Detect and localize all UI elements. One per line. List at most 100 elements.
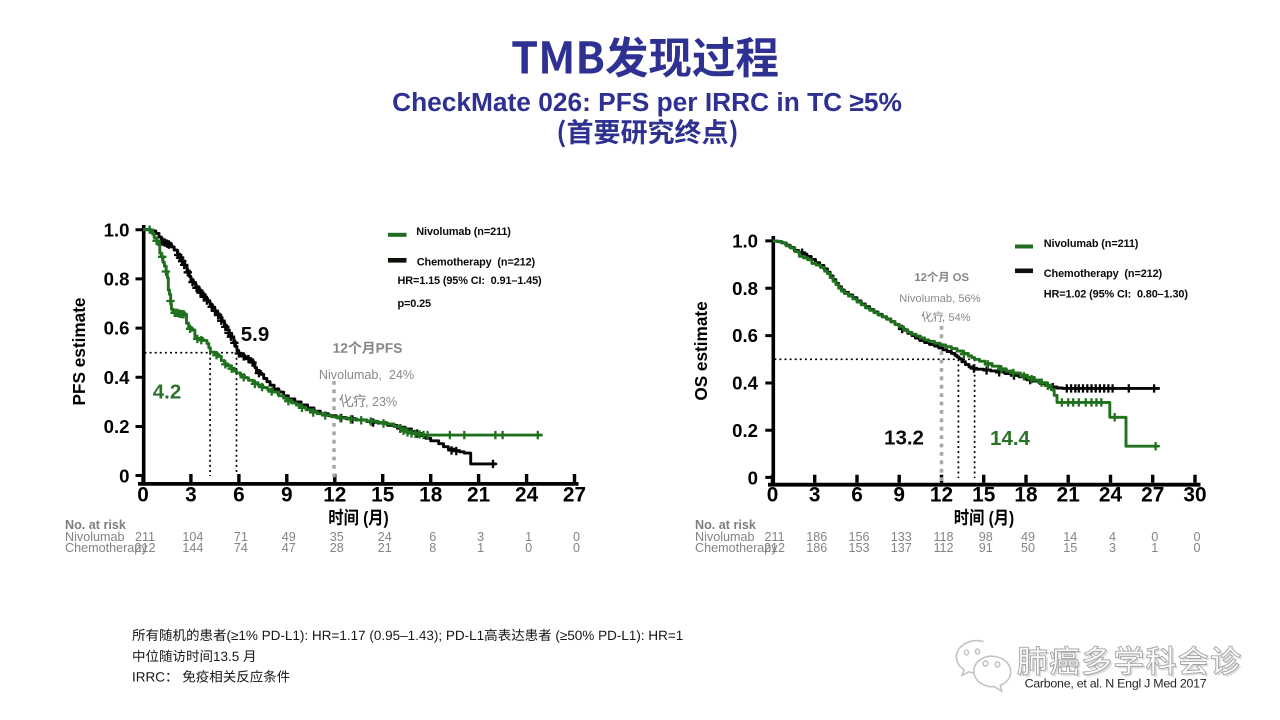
svg-text:0.4: 0.4 xyxy=(104,367,131,388)
svg-text:14: 14 xyxy=(1063,530,1077,544)
svg-text:27: 27 xyxy=(1141,484,1164,507)
svg-text:12: 12 xyxy=(930,484,953,507)
svg-text:144: 144 xyxy=(182,541,203,555)
svg-text:HR=1.02 (95% CI: 0.80–1.30): HR=1.02 (95% CI: 0.80–1.30) xyxy=(1044,289,1189,301)
svg-text:Nivolumab, 24%: Nivolumab, 24% xyxy=(319,368,414,382)
svg-text:Nivolumab (n=211): Nivolumab (n=211) xyxy=(416,226,511,238)
svg-text:Nivolumab, 56%: Nivolumab, 56% xyxy=(899,293,981,305)
svg-text:0: 0 xyxy=(573,541,580,555)
svg-text:6: 6 xyxy=(233,484,245,507)
svg-text:1.0: 1.0 xyxy=(732,231,758,252)
svg-text:3: 3 xyxy=(477,530,484,544)
svg-text:0: 0 xyxy=(767,484,779,507)
svg-text:137: 137 xyxy=(891,541,912,555)
svg-text:No. at risk: No. at risk xyxy=(695,518,757,532)
svg-text:8: 8 xyxy=(429,541,436,555)
svg-text:12: 12 xyxy=(323,484,346,507)
svg-text:18: 18 xyxy=(1014,484,1037,507)
svg-text:3: 3 xyxy=(185,484,197,507)
svg-text:24: 24 xyxy=(1099,484,1123,507)
svg-text:49: 49 xyxy=(282,530,296,544)
svg-text:PFS estimate: PFS estimate xyxy=(69,298,89,406)
svg-text:p=0.25: p=0.25 xyxy=(398,298,432,310)
svg-text:1: 1 xyxy=(1151,541,1158,555)
svg-text:21: 21 xyxy=(378,541,392,555)
svg-text:Chemotherapy (n=212): Chemotherapy (n=212) xyxy=(417,257,536,269)
svg-text:Carbone, et al. N Engl J Med 2: Carbone, et al. N Engl J Med 2017 xyxy=(1025,676,1207,690)
svg-text:118: 118 xyxy=(933,530,953,544)
svg-text:28: 28 xyxy=(330,541,344,555)
svg-text:112: 112 xyxy=(933,541,953,555)
svg-text:211: 211 xyxy=(135,530,155,544)
svg-text:4: 4 xyxy=(1109,530,1116,544)
svg-text:0: 0 xyxy=(748,467,758,488)
svg-text:91: 91 xyxy=(979,541,993,555)
svg-text:98: 98 xyxy=(979,530,993,544)
svg-text:186: 186 xyxy=(806,530,827,544)
svg-text:104: 104 xyxy=(182,530,203,544)
svg-text:Chemotherapy (n=212): Chemotherapy (n=212) xyxy=(1044,268,1163,280)
svg-text:0: 0 xyxy=(137,484,149,507)
svg-text:3: 3 xyxy=(809,484,821,507)
svg-text:Chemotherapy: Chemotherapy xyxy=(695,541,778,555)
svg-text:212: 212 xyxy=(134,541,155,555)
svg-text:0.6: 0.6 xyxy=(104,318,130,339)
svg-text:Chemotherapy: Chemotherapy xyxy=(65,541,148,555)
svg-text:0: 0 xyxy=(1193,541,1200,555)
svg-text:1.0: 1.0 xyxy=(104,219,130,240)
svg-text:Nivolumab: Nivolumab xyxy=(695,530,755,544)
svg-text:0.8: 0.8 xyxy=(732,278,758,299)
svg-text:30: 30 xyxy=(1183,484,1206,507)
svg-text:0: 0 xyxy=(119,465,129,486)
svg-text:0.4: 0.4 xyxy=(732,373,759,394)
svg-text:74: 74 xyxy=(234,541,248,555)
svg-text:133: 133 xyxy=(891,530,912,544)
svg-text:3: 3 xyxy=(1109,541,1116,555)
svg-text:9: 9 xyxy=(281,484,293,507)
svg-text:50: 50 xyxy=(1021,541,1035,555)
svg-text:4.2: 4.2 xyxy=(153,381,182,404)
svg-text:9: 9 xyxy=(893,484,905,507)
svg-text:1: 1 xyxy=(477,541,484,555)
svg-text:21: 21 xyxy=(1057,484,1080,507)
svg-text:0.6: 0.6 xyxy=(732,325,758,346)
svg-text:13.2: 13.2 xyxy=(884,427,924,450)
svg-text:156: 156 xyxy=(848,530,869,544)
svg-text:0: 0 xyxy=(573,530,580,544)
svg-text:153: 153 xyxy=(848,541,869,555)
svg-text:35: 35 xyxy=(330,530,344,544)
svg-text:211: 211 xyxy=(764,530,784,544)
svg-text:, 54%: , 54% xyxy=(942,312,971,324)
svg-text:, 23%: , 23% xyxy=(365,395,397,409)
svg-text:212: 212 xyxy=(764,541,785,555)
svg-text:15: 15 xyxy=(371,484,394,507)
svg-text:0.2: 0.2 xyxy=(732,420,758,441)
svg-text:27: 27 xyxy=(563,484,586,507)
svg-text:0: 0 xyxy=(1151,530,1158,544)
svg-text:0: 0 xyxy=(1193,530,1200,544)
svg-text:OS estimate: OS estimate xyxy=(691,301,711,400)
svg-text:Nivolumab: Nivolumab xyxy=(65,530,125,544)
svg-text:47: 47 xyxy=(282,541,296,555)
svg-text:0: 0 xyxy=(525,541,532,555)
svg-text:Nivolumab (n=211): Nivolumab (n=211) xyxy=(1044,238,1139,250)
svg-text:6: 6 xyxy=(851,484,863,507)
svg-text:21: 21 xyxy=(467,484,490,507)
svg-text:14.4: 14.4 xyxy=(990,427,1030,450)
svg-text:HR=1.15 (95% CI: 0.91–1.45): HR=1.15 (95% CI: 0.91–1.45) xyxy=(398,275,543,287)
svg-text:5.9: 5.9 xyxy=(241,323,270,346)
svg-text:1: 1 xyxy=(525,530,532,544)
svg-text:186: 186 xyxy=(806,541,827,555)
svg-text:71: 71 xyxy=(234,530,248,544)
svg-text:CheckMate 026: PFS per IRRC in: CheckMate 026: PFS per IRRC in TC ≥5% xyxy=(392,87,902,117)
svg-text:24: 24 xyxy=(378,530,392,544)
svg-text:49: 49 xyxy=(1021,530,1035,544)
svg-text:18: 18 xyxy=(419,484,442,507)
svg-text:No. at risk: No. at risk xyxy=(65,518,127,532)
svg-text:15: 15 xyxy=(972,484,995,507)
svg-text:0.8: 0.8 xyxy=(104,269,130,290)
svg-text:15: 15 xyxy=(1063,541,1077,555)
svg-text:24: 24 xyxy=(515,484,539,507)
svg-text:6: 6 xyxy=(429,530,436,544)
svg-text:0.2: 0.2 xyxy=(104,416,130,437)
